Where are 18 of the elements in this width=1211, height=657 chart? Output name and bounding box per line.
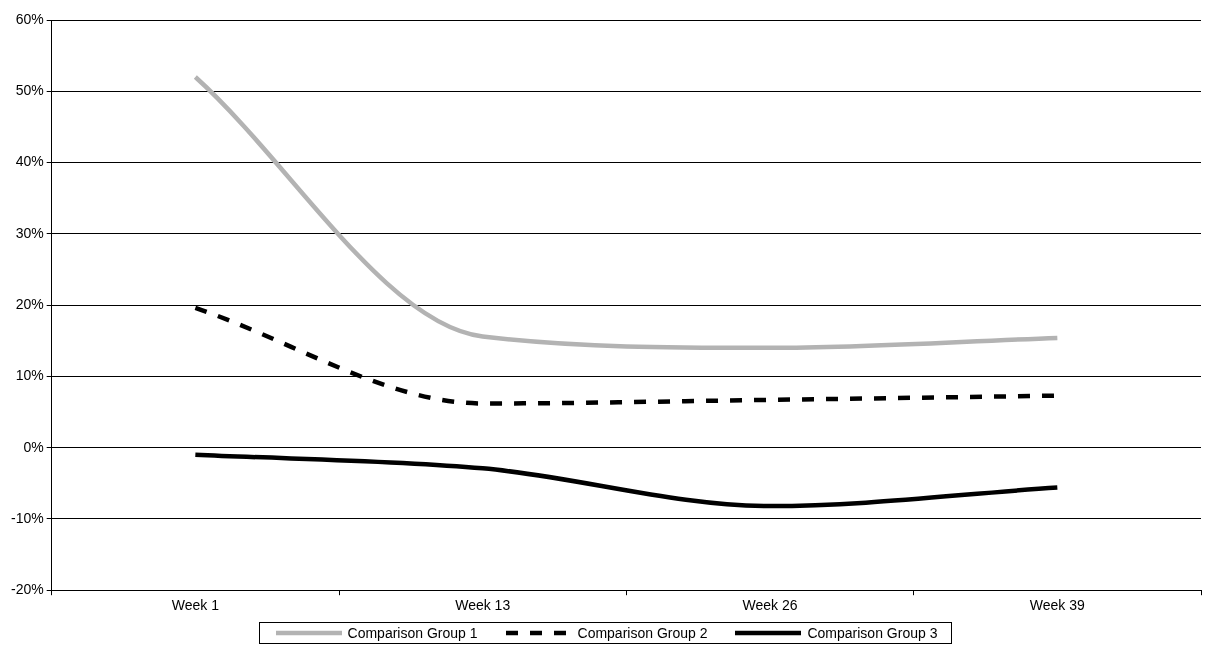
y-tick-label: -10% bbox=[11, 509, 44, 526]
line-series bbox=[193, 74, 1060, 351]
y-tick-label: 40% bbox=[15, 153, 44, 170]
y-tick-label: 10% bbox=[15, 367, 44, 384]
line-series bbox=[193, 452, 1060, 509]
x-tick-label: Week 13 bbox=[455, 597, 511, 614]
y-tick-label: 20% bbox=[15, 295, 44, 312]
y-tick-label: -20% bbox=[11, 581, 44, 598]
y-tick-label: 60% bbox=[15, 10, 44, 27]
legend-label: Comparison Group 2 bbox=[577, 625, 708, 641]
x-tick-label: Week 26 bbox=[742, 597, 798, 614]
legend-label: Comparison Group 3 bbox=[807, 625, 938, 641]
y-tick-label: 0% bbox=[23, 438, 44, 455]
legend-label: Comparison Group 1 bbox=[347, 625, 478, 641]
x-tick-label: Week 1 bbox=[171, 597, 220, 614]
x-tick-label: Week 39 bbox=[1029, 597, 1086, 614]
y-tick-label: 50% bbox=[15, 82, 44, 99]
y-tick-label: 30% bbox=[15, 224, 44, 241]
